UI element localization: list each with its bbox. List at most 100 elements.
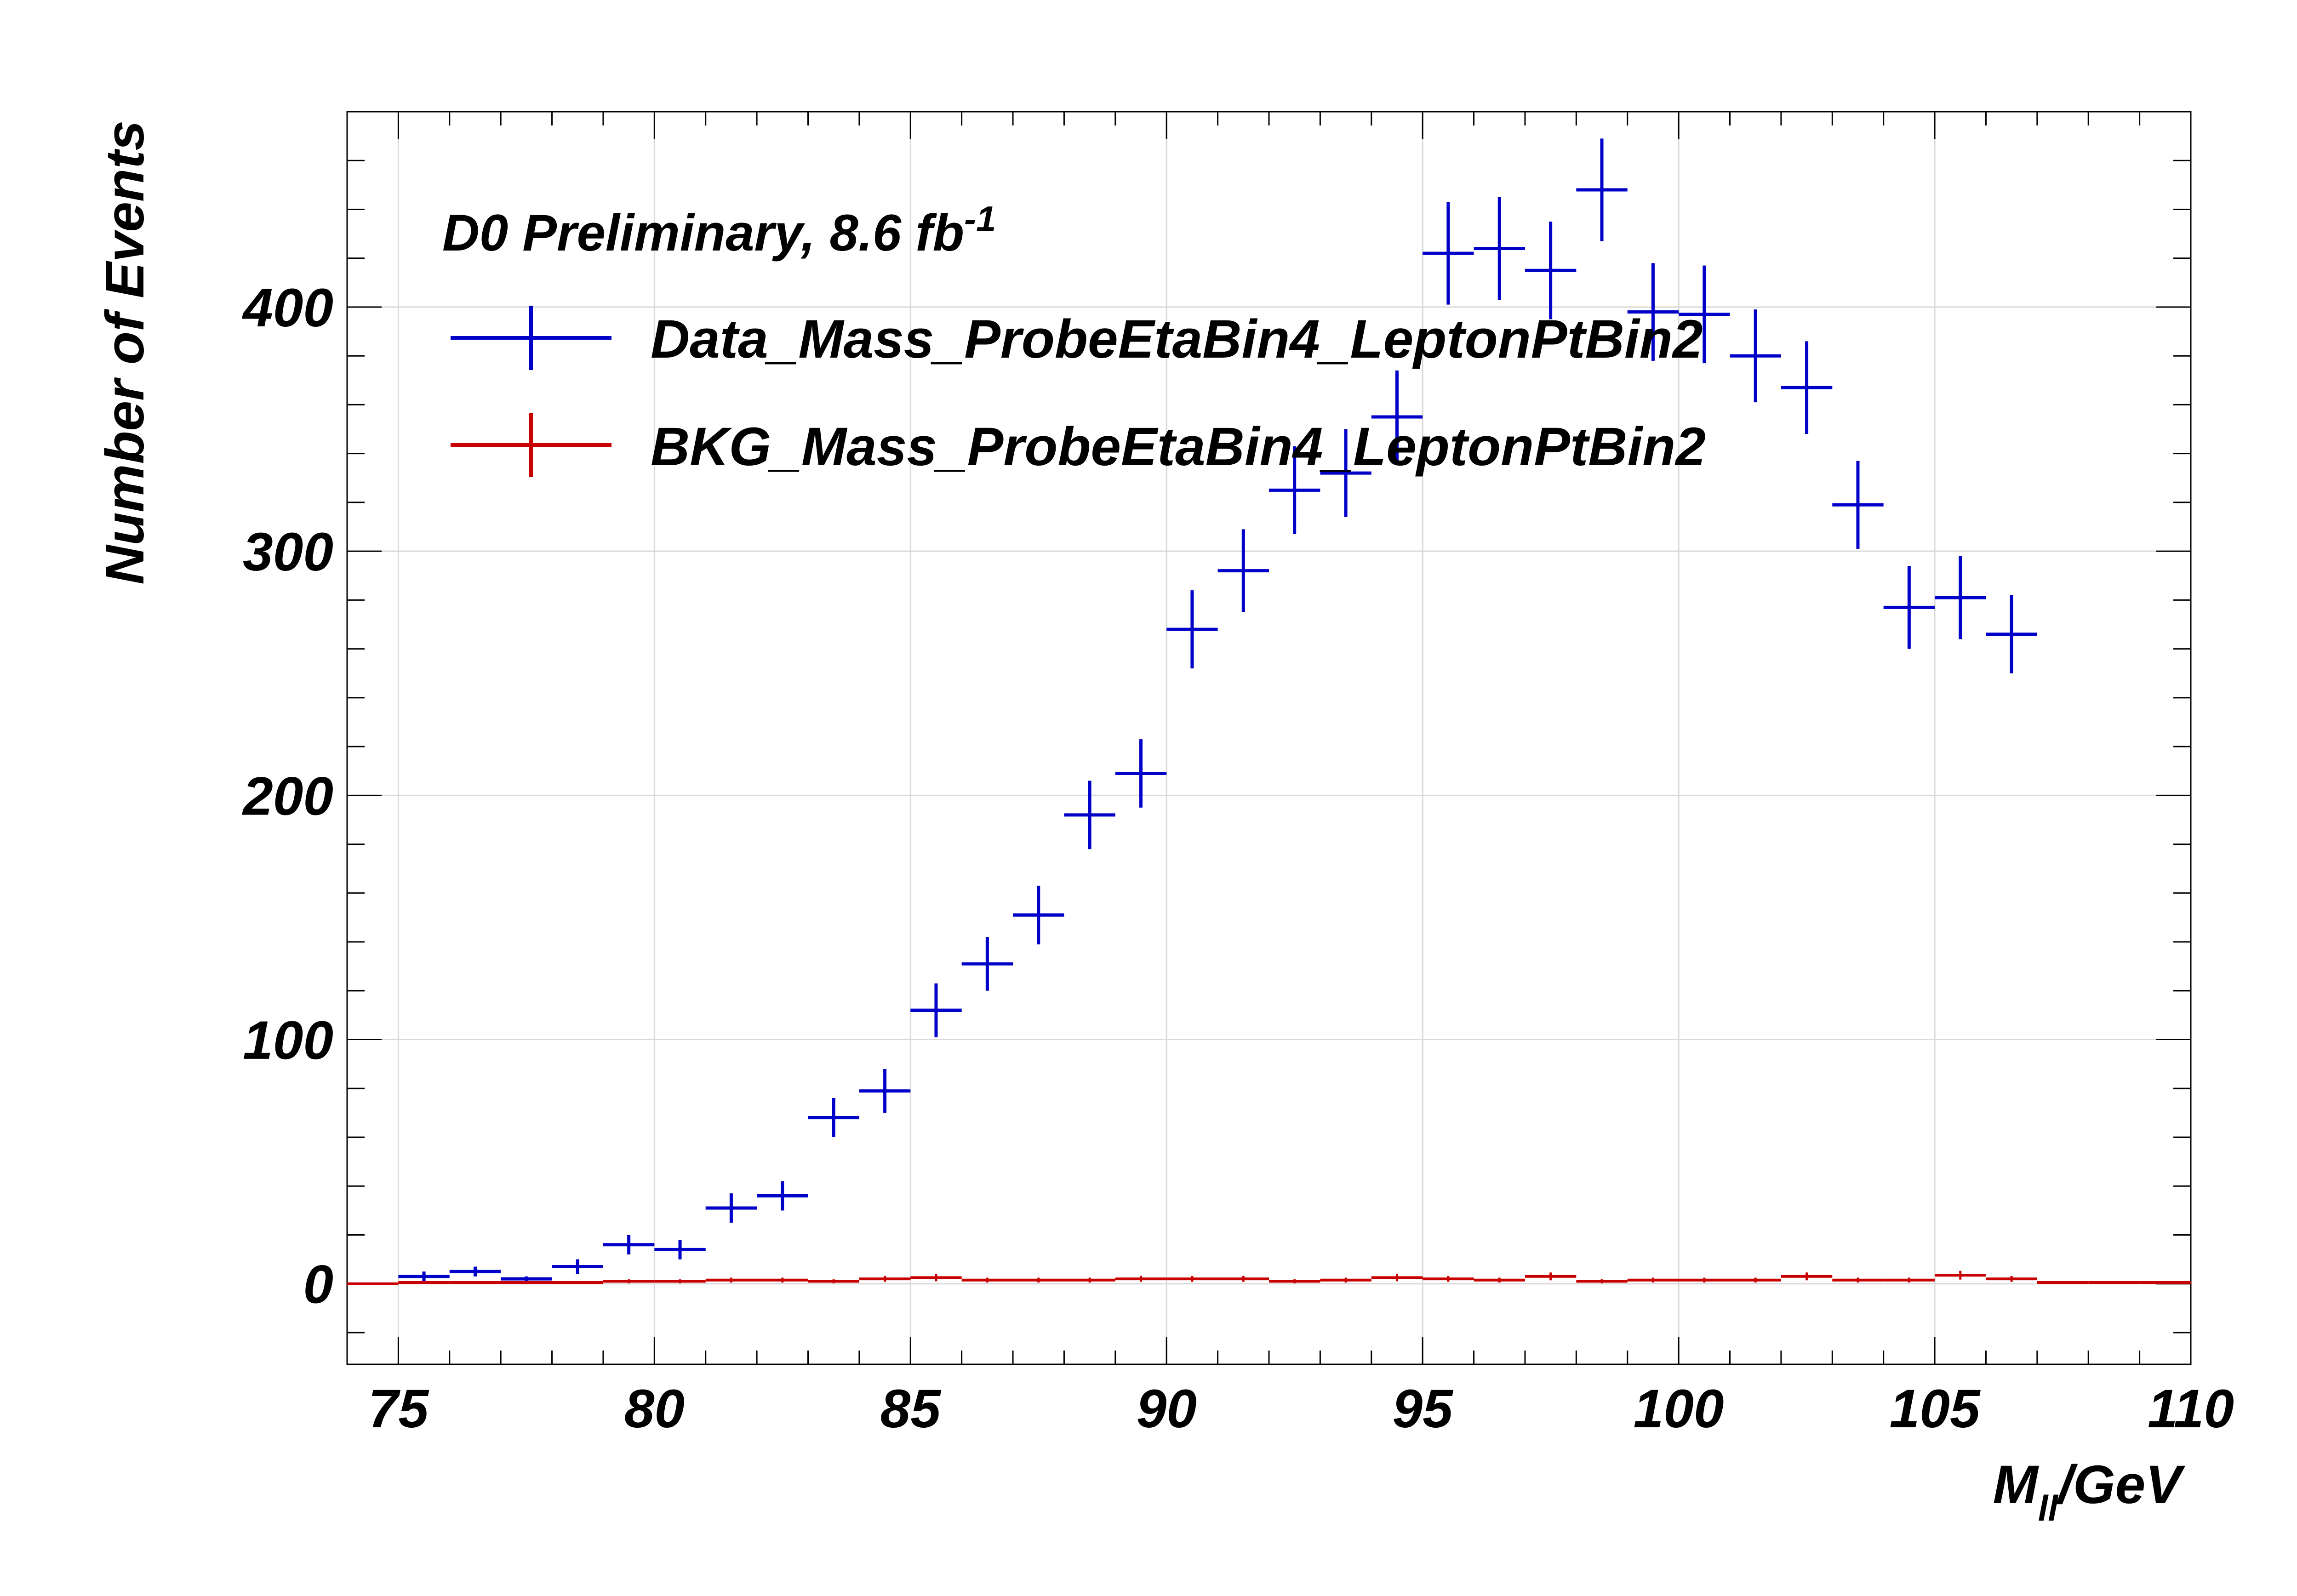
data-point bbox=[1371, 370, 1423, 463]
data-point bbox=[1423, 202, 1474, 305]
legend-header-main: D0 Preliminary, 8.6 fb bbox=[442, 204, 964, 262]
data-point bbox=[1269, 446, 1320, 534]
background-point bbox=[1320, 1277, 1371, 1283]
axis-tick-labels: 75 80 85 90 95 100 105 110 0 100 200 300 400 bbox=[242, 278, 2234, 1439]
background-point bbox=[2037, 1281, 2089, 1284]
background-point bbox=[1166, 1276, 1218, 1282]
data-point bbox=[654, 1240, 706, 1260]
background-point bbox=[1883, 1277, 1935, 1283]
data-point bbox=[449, 1266, 501, 1277]
background-point bbox=[1217, 1276, 1269, 1282]
background-point bbox=[1576, 1279, 1628, 1283]
background-point bbox=[961, 1277, 1013, 1283]
grid-lines bbox=[347, 112, 2192, 1364]
y-tick-label: 200 bbox=[242, 766, 333, 826]
legend-header-text: D0 Preliminary, 8.6 fb-1 bbox=[442, 199, 996, 262]
data-point bbox=[1781, 341, 1833, 434]
background-point bbox=[1371, 1274, 1423, 1282]
data-point bbox=[910, 983, 962, 1037]
series-background bbox=[347, 1271, 2191, 1285]
background-point bbox=[449, 1281, 501, 1284]
x-tick-label: 110 bbox=[2148, 1379, 2234, 1439]
background-point bbox=[1935, 1271, 1986, 1280]
data-point bbox=[1627, 263, 1679, 361]
y-tick-label: 100 bbox=[243, 1010, 333, 1071]
background-point bbox=[1269, 1279, 1320, 1283]
data-point bbox=[1217, 529, 1269, 612]
background-point bbox=[1013, 1277, 1064, 1283]
background-point bbox=[603, 1279, 655, 1283]
x-axis-title-rest: /GeV bbox=[2056, 1454, 2185, 1515]
data-point bbox=[1115, 739, 1167, 808]
background-point bbox=[2088, 1281, 2140, 1284]
legend-data-label: Data_Mass_ProbeEtaBin4_LeptonPtBin2 bbox=[651, 309, 1703, 370]
legend-entry-background: BKG_Mass_ProbeEtaBin4_LeptonPtBin2 bbox=[451, 413, 1706, 477]
data-point bbox=[1883, 566, 1935, 649]
legend-entry-data: Data_Mass_ProbeEtaBin4_LeptonPtBin2 bbox=[451, 306, 1703, 370]
background-point bbox=[2139, 1281, 2191, 1284]
background-point bbox=[501, 1281, 552, 1284]
data-point bbox=[1320, 429, 1371, 517]
data-point bbox=[808, 1098, 859, 1137]
background-point bbox=[808, 1279, 859, 1283]
data-point bbox=[1832, 461, 1884, 549]
background-point bbox=[1627, 1277, 1679, 1283]
data-point bbox=[1013, 885, 1064, 945]
x-axis-title: Mll/GeV bbox=[1993, 1454, 2185, 1528]
data-point bbox=[961, 937, 1013, 991]
y-axis-title: Number of Events bbox=[95, 120, 155, 585]
data-point bbox=[501, 1276, 552, 1282]
background-point bbox=[398, 1281, 450, 1284]
background-point bbox=[1525, 1272, 1577, 1281]
data-point bbox=[1064, 781, 1115, 849]
data-point bbox=[398, 1271, 450, 1282]
legend-header: D0 Preliminary, 8.6 fb-1 bbox=[442, 199, 996, 262]
data-point bbox=[757, 1181, 808, 1211]
background-point bbox=[1781, 1272, 1833, 1281]
data-point bbox=[705, 1193, 757, 1223]
background-point bbox=[552, 1281, 603, 1284]
data-point bbox=[1935, 556, 1986, 639]
background-point bbox=[1986, 1276, 2037, 1282]
background-point bbox=[1832, 1277, 1884, 1283]
data-point bbox=[603, 1235, 655, 1254]
y-tick-label: 300 bbox=[243, 522, 333, 582]
x-tick-label: 100 bbox=[1634, 1379, 1724, 1439]
data-point bbox=[859, 1069, 911, 1113]
data-point bbox=[552, 1259, 603, 1274]
background-point bbox=[910, 1274, 962, 1282]
x-tick-label: 105 bbox=[1890, 1379, 1981, 1439]
data-point bbox=[1474, 197, 1525, 300]
x-tick-label: 95 bbox=[1393, 1379, 1454, 1439]
data-series bbox=[347, 138, 2191, 1285]
background-point bbox=[654, 1279, 706, 1283]
x-tick-label: 85 bbox=[880, 1379, 942, 1439]
data-point bbox=[1679, 265, 1730, 364]
legend-bkg-label: BKG_Mass_ProbeEtaBin4_LeptonPtBin2 bbox=[651, 416, 1706, 477]
x-tick-label: 80 bbox=[624, 1379, 685, 1439]
background-point bbox=[757, 1277, 808, 1283]
x-axis-title-subscript: ll bbox=[2038, 1488, 2059, 1528]
background-point bbox=[1679, 1277, 1730, 1283]
background-point bbox=[1064, 1277, 1115, 1283]
axis-ticks bbox=[346, 111, 2192, 1364]
background-point bbox=[859, 1276, 911, 1282]
data-point bbox=[1525, 222, 1577, 319]
background-point bbox=[1730, 1277, 1781, 1283]
series-data bbox=[398, 138, 2037, 1282]
x-tick-label: 75 bbox=[368, 1379, 430, 1439]
x-tick-label: 90 bbox=[1137, 1379, 1197, 1439]
y-tick-label: 0 bbox=[303, 1254, 333, 1315]
background-point bbox=[1423, 1276, 1474, 1282]
data-point bbox=[1166, 590, 1218, 669]
x-axis-title-main: M bbox=[1993, 1454, 2039, 1515]
legend-header-superscript: -1 bbox=[964, 199, 996, 239]
background-point bbox=[1474, 1277, 1525, 1283]
background-point bbox=[705, 1277, 757, 1283]
data-point bbox=[1576, 138, 1628, 241]
data-point bbox=[1986, 595, 2037, 673]
y-tick-label: 400 bbox=[242, 278, 333, 338]
